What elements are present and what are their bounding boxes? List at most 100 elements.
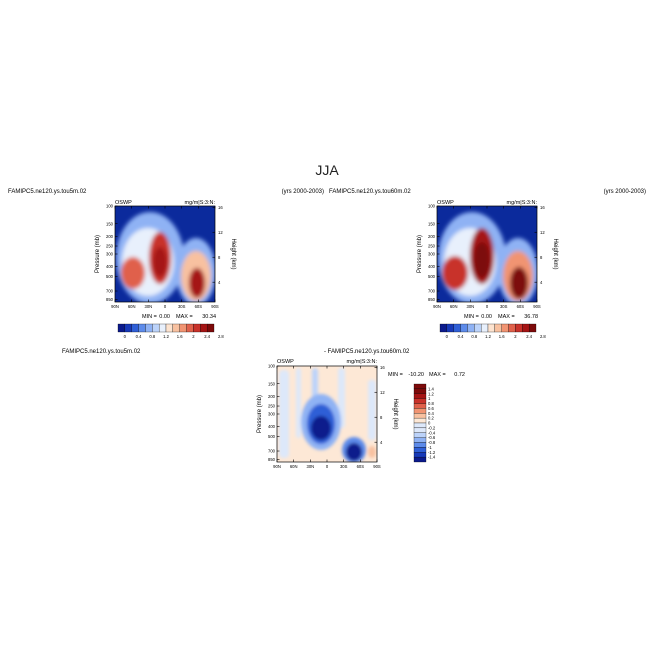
panel-1-colorbar-label: 0.4 xyxy=(136,334,142,339)
panel-3-colorbar-swatch xyxy=(413,452,427,458)
panel-3-y-ticks: 100 150 200 250 300 400 500 700 850 xyxy=(268,364,280,462)
panel-1-colorbar-label: 2 xyxy=(192,334,195,339)
panel-3-variable: OSWP xyxy=(277,359,294,365)
panel-3-colorbar-label: -1 xyxy=(428,445,432,450)
panel-2-colorbar: 0 0.4 0.8 1.2 1.6 2 2.4 2.8 xyxy=(439,323,546,339)
panel-2-contour-warm-left xyxy=(442,256,468,290)
panel-2-colorbar-label: 2.8 xyxy=(540,334,546,339)
panel-1-colorbar-swatch xyxy=(131,323,139,333)
panel-3-light-blue-right xyxy=(368,380,376,440)
panel-1-colorbar-swatch xyxy=(152,323,160,333)
panel-2-min-label: MIN = xyxy=(464,314,479,320)
panel-2-max-value: 36.78 xyxy=(524,314,538,320)
panel-2-field xyxy=(437,206,537,302)
panel-1-x-tick-label: 90N xyxy=(111,304,119,309)
panel-2-colorbar-swatch xyxy=(480,323,489,333)
panel-3-colorbar-label: 1.2 xyxy=(428,391,434,396)
panel-1-colorbar-swatch xyxy=(186,323,194,333)
panel-3-field xyxy=(277,366,377,462)
panel-2-y-tick-label: 250 xyxy=(428,244,436,249)
panel-1-y2-tick-label: 12 xyxy=(218,230,223,235)
panel-3-colorbar-swatch xyxy=(413,447,427,453)
panel-2-colorbar-swatch xyxy=(453,323,461,333)
panel-3-colorbar-label: 1 xyxy=(428,396,431,401)
panel-3-y2-tick-label: 4 xyxy=(380,440,383,445)
panel-3-x-tick-label: 60S xyxy=(357,464,365,469)
panel-3-max-label: MAX = xyxy=(429,372,446,378)
panel-1-colorbar-swatch xyxy=(145,323,153,333)
panel-2-y-tick-label: 300 xyxy=(428,252,436,257)
panel-2-colorbar-swatch xyxy=(528,323,537,333)
panel-1-y-tick-label: 100 xyxy=(106,204,114,209)
panel-1-x-tick-label: 90S xyxy=(211,304,219,309)
panel-2-case-name: FAMIPC5.ne120.ys.tou60m.02 xyxy=(329,189,411,195)
panel-2-y2-tick-label: 4 xyxy=(540,280,543,285)
panel-1-x-tick-label: 60N xyxy=(128,304,136,309)
panel-2-y2-tick-label: 8 xyxy=(540,255,543,260)
panel-2-y-tick-label: 200 xyxy=(428,234,436,239)
panel-3-y-tick-label: 850 xyxy=(268,457,276,462)
panel-2-colorbar-swatch xyxy=(501,323,509,333)
panel-3-y-tick-label: 250 xyxy=(268,404,276,409)
panel-1-colorbar-swatch xyxy=(206,323,215,333)
panel-3-y-tick-label: 500 xyxy=(268,434,276,439)
panel-2-y-tick-label: 150 xyxy=(428,221,436,226)
panel-1-colorbar-swatch xyxy=(158,323,167,333)
panel-2-contour-max-core xyxy=(474,242,490,278)
panel-2-colorbar-label: 1.2 xyxy=(485,334,491,339)
panel-1-colorbar-swatch xyxy=(124,323,132,333)
panel-1-units: mg/m|S:3:N: xyxy=(185,200,216,206)
panel-2-y2-tick-label: 12 xyxy=(540,230,545,235)
panel-2-x-tick-label: 30N xyxy=(466,304,474,309)
panel-1-colorbar-swatch xyxy=(138,323,146,333)
panel-3-colorbar-swatch xyxy=(413,408,427,414)
panel-2-y2-tick-label: 16 xyxy=(540,205,545,210)
panel-1-y-tick-label: 850 xyxy=(106,297,114,302)
panel-3-y-tick-label: 200 xyxy=(268,394,276,399)
panel-1-x-tick-label: 0 xyxy=(164,304,167,309)
panel-3-colorbar-label: 0.4 xyxy=(428,411,434,416)
panel-3-colorbar-label: -0.8 xyxy=(428,440,436,445)
panel-3-ylabel: Pressure (mb) xyxy=(257,395,263,433)
panel-2-colorbar-label: 0.8 xyxy=(471,334,477,339)
panel-1-x-ticks: 90N 60N 30N 0 30S 60S 90S xyxy=(111,206,219,309)
panel-1-min-value: 0.00 xyxy=(159,314,170,320)
panel-2-colorbar-label: 1.6 xyxy=(499,334,505,339)
panel-2-colorbar-swatch xyxy=(446,323,454,333)
panel-3-colorbar-swatch xyxy=(413,383,427,390)
panel-2-y-tick-label: 850 xyxy=(428,297,436,302)
panel-3-colorbar-label: 0.8 xyxy=(428,401,434,406)
panel-3-x-tick-label: 90N xyxy=(273,464,281,469)
panel-2-ylabel: Pressure (mb) xyxy=(417,235,423,273)
panel-1-colorbar-swatch xyxy=(165,323,174,333)
panel-1-contour-max-sh xyxy=(189,268,205,298)
panel-1-y2-tick-label: 4 xyxy=(218,280,221,285)
panel-3-colorbar-swatch xyxy=(413,432,427,438)
panel-3-colorbar-swatch xyxy=(413,403,427,409)
panel-2-colorbar-swatch xyxy=(460,323,468,333)
panel-2-y-tick-label: 400 xyxy=(428,264,436,269)
panel-2-x-tick-label: 60N xyxy=(450,304,458,309)
panel-3-colorbar-swatch xyxy=(413,417,427,424)
panel-3-x-tick-label: 30S xyxy=(340,464,348,469)
panel-1-y2-ticks: 16 12 8 4 xyxy=(212,205,223,285)
panel-1-colorbar-label: 0.8 xyxy=(149,334,155,339)
panel-3-colorbar-swatch xyxy=(413,437,427,443)
panel-2-y2-ticks: 16 12 8 4 xyxy=(534,205,545,285)
panel-2-colorbar-label: 0 xyxy=(446,334,449,339)
panel-2-colorbar-label: 0.4 xyxy=(458,334,464,339)
panel-1-y-tick-label: 400 xyxy=(106,264,114,269)
panel-1-y-ticks: 100 150 200 250 300 400 500 700 850 xyxy=(106,204,118,302)
panel-1-variable: OSWP xyxy=(115,200,132,206)
panel-3-case-name: FAMIPC5.ne120.ys.tou5m.02 xyxy=(62,349,141,355)
panel-1: FAMIPC5.ne120.ys.tou5m.02 (yrs 2000-2003… xyxy=(8,189,324,339)
panel-3-contour-neg-core xyxy=(311,416,331,440)
panel-2-colorbar-swatch xyxy=(487,323,496,333)
panel-1-y-tick-label: 300 xyxy=(106,252,114,257)
panel-2-x-tick-label: 30S xyxy=(500,304,508,309)
panel-3-colorbar-swatch xyxy=(413,442,427,448)
panel-2-colorbar-swatch xyxy=(467,323,475,333)
panel-3-colorbar-swatch xyxy=(413,456,427,463)
panel-1-ylabel: Pressure (mb) xyxy=(95,235,101,273)
